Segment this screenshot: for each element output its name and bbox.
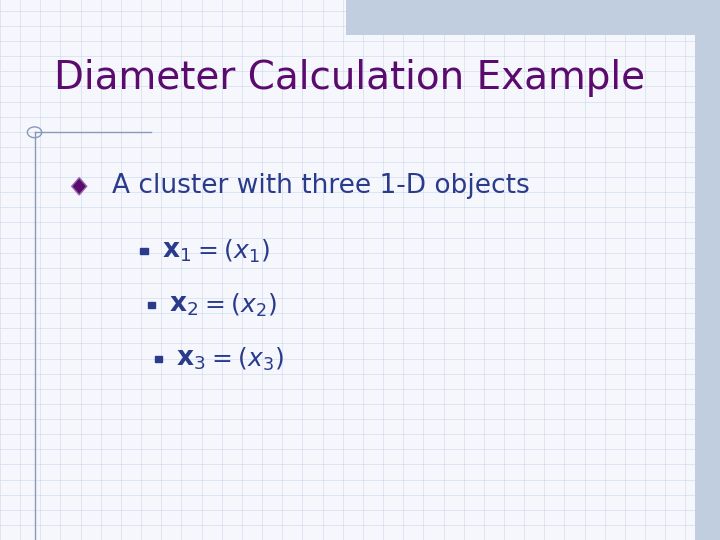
Bar — [346, 0, 720, 35]
Text: Diameter Calculation Example: Diameter Calculation Example — [54, 59, 645, 97]
Text: $=(x_2)$: $=(x_2)$ — [200, 292, 277, 319]
Bar — [155, 356, 162, 362]
Bar — [148, 302, 155, 308]
Text: A cluster with three 1-D objects: A cluster with three 1-D objects — [112, 173, 529, 199]
Text: $\mathbf{x}_2$: $\mathbf{x}_2$ — [169, 292, 199, 318]
Polygon shape — [72, 178, 86, 195]
Bar — [695, 0, 720, 540]
Text: $=(x_1)$: $=(x_1)$ — [193, 238, 270, 265]
Bar — [140, 248, 148, 254]
Text: $=(x_3)$: $=(x_3)$ — [207, 346, 284, 373]
Text: $\mathbf{x}_3$: $\mathbf{x}_3$ — [176, 346, 206, 372]
Text: $\mathbf{x}_1$: $\mathbf{x}_1$ — [162, 238, 192, 264]
